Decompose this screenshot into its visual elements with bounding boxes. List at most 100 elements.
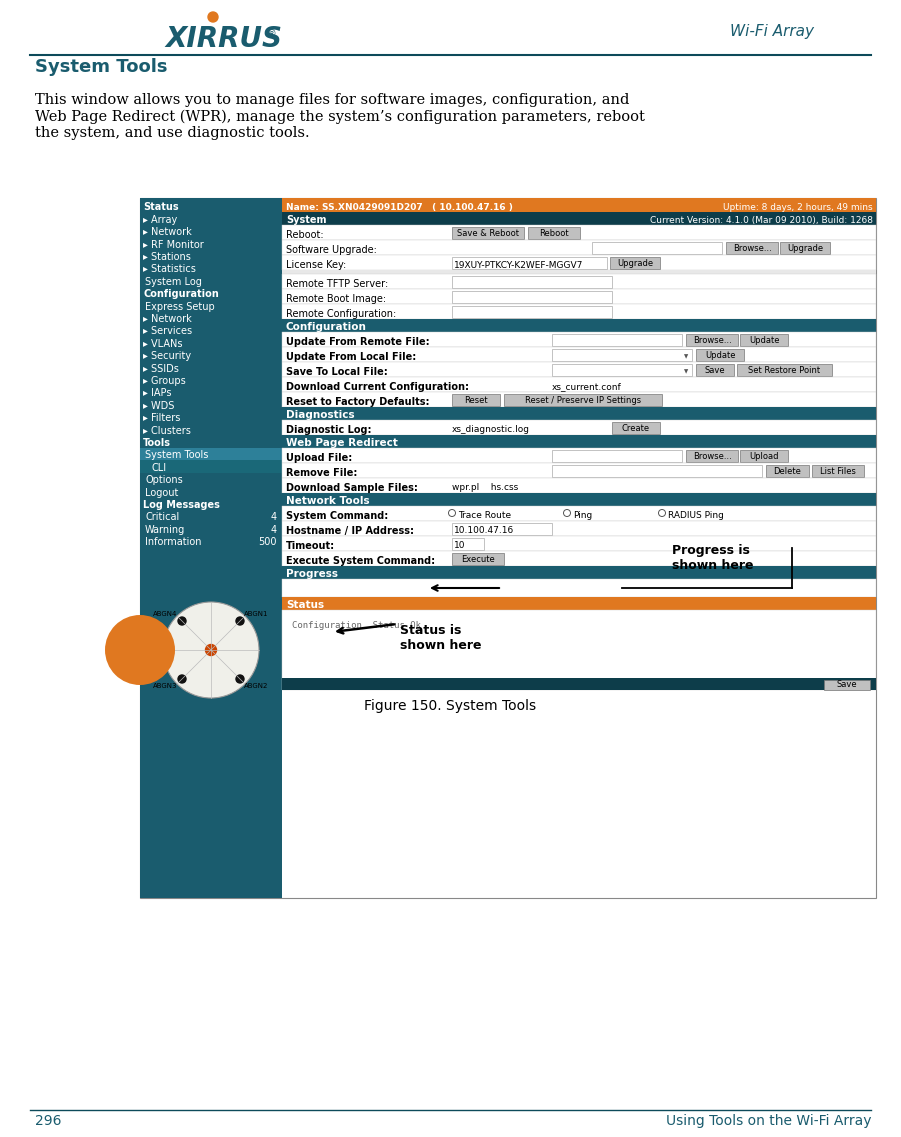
- Bar: [282, 478, 876, 493]
- Bar: [528, 227, 580, 239]
- Text: ▸ Groups: ▸ Groups: [143, 376, 186, 385]
- Text: Remote TFTP Server:: Remote TFTP Server:: [286, 279, 388, 289]
- Bar: [726, 242, 778, 254]
- Text: 19XUY-PTKCY-K2WEF-MGGV7: 19XUY-PTKCY-K2WEF-MGGV7: [454, 262, 583, 269]
- Bar: [140, 287, 282, 299]
- Text: ABGN1: ABGN1: [244, 611, 268, 616]
- Text: RADIUS Ping: RADIUS Ping: [668, 511, 724, 520]
- Bar: [282, 597, 876, 609]
- Text: Upgrade: Upgrade: [617, 259, 653, 268]
- Text: Current Version: 4.1.0 (Mar 09 2010), Build: 1268: Current Version: 4.1.0 (Mar 09 2010), Bu…: [650, 216, 873, 225]
- Bar: [552, 349, 692, 362]
- Text: Download Current Configuration:: Download Current Configuration:: [286, 382, 469, 392]
- Bar: [452, 553, 504, 565]
- Text: Name: SS.XN0429091D207   ( 10.100.47.16 ): Name: SS.XN0429091D207 ( 10.100.47.16 ): [286, 204, 513, 211]
- Bar: [140, 198, 282, 898]
- Circle shape: [208, 13, 218, 22]
- Text: ABGN3: ABGN3: [153, 683, 177, 689]
- Text: XIRRUS: XIRRUS: [165, 25, 282, 53]
- Bar: [452, 276, 612, 288]
- Bar: [140, 460, 282, 473]
- Text: System Tools: System Tools: [145, 450, 208, 460]
- Circle shape: [449, 509, 456, 516]
- Bar: [282, 289, 876, 304]
- Bar: [686, 450, 738, 462]
- Text: Status: Status: [286, 600, 324, 609]
- Text: Download Sample Files:: Download Sample Files:: [286, 483, 418, 493]
- Text: Information: Information: [145, 537, 202, 547]
- Text: Upload File:: Upload File:: [286, 453, 352, 463]
- Bar: [686, 334, 738, 346]
- Text: ▸ Stations: ▸ Stations: [143, 252, 191, 262]
- Bar: [140, 200, 282, 213]
- Text: Reboot:: Reboot:: [286, 230, 323, 240]
- Text: Timeout:: Timeout:: [286, 541, 335, 551]
- Text: System: System: [286, 215, 326, 225]
- Text: ▸ Security: ▸ Security: [143, 351, 191, 362]
- Text: List Files: List Files: [820, 467, 856, 476]
- Text: Execute: Execute: [461, 555, 495, 564]
- Text: Update: Update: [749, 337, 779, 345]
- Text: Express Setup: Express Setup: [145, 301, 214, 312]
- Text: Progress: Progress: [286, 568, 338, 579]
- Text: Figure 150. System Tools: Figure 150. System Tools: [364, 699, 536, 713]
- Text: Progress is
shown here: Progress is shown here: [672, 543, 753, 572]
- Bar: [282, 506, 876, 521]
- Text: ▸ Clusters: ▸ Clusters: [143, 425, 191, 435]
- Text: ▸ Statistics: ▸ Statistics: [143, 265, 196, 274]
- Text: Warning: Warning: [145, 525, 186, 534]
- Text: Update: Update: [705, 351, 735, 360]
- Text: Execute System Command:: Execute System Command:: [286, 556, 435, 566]
- Circle shape: [563, 509, 570, 516]
- Bar: [812, 465, 864, 478]
- Text: Reset: Reset: [464, 396, 487, 405]
- Text: 10.100.47.16: 10.100.47.16: [454, 526, 514, 536]
- Text: Wi-Fi Array: Wi-Fi Array: [730, 24, 814, 39]
- Bar: [737, 364, 832, 376]
- Bar: [140, 448, 282, 460]
- Bar: [452, 306, 612, 318]
- Text: System Log: System Log: [145, 276, 202, 287]
- Bar: [740, 334, 788, 346]
- Circle shape: [236, 675, 244, 683]
- Text: Configuration: Configuration: [143, 289, 219, 299]
- Bar: [282, 392, 876, 407]
- Text: Update From Local File:: Update From Local File:: [286, 352, 416, 362]
- Circle shape: [659, 509, 666, 516]
- Circle shape: [236, 617, 244, 625]
- Bar: [140, 198, 876, 898]
- Text: ®: ®: [267, 30, 277, 39]
- Text: ▸ Services: ▸ Services: [143, 326, 192, 337]
- Bar: [282, 319, 876, 332]
- Text: License Key:: License Key:: [286, 260, 346, 269]
- Text: Trace Route: Trace Route: [458, 511, 511, 520]
- Bar: [282, 678, 876, 690]
- Text: ▸ SSIDs: ▸ SSIDs: [143, 364, 179, 374]
- Bar: [452, 227, 524, 239]
- Text: 4: 4: [271, 513, 277, 522]
- Text: ▸ Network: ▸ Network: [143, 227, 192, 238]
- Text: Save & Reboot: Save & Reboot: [457, 229, 519, 238]
- Circle shape: [105, 615, 175, 684]
- Text: System Tools: System Tools: [35, 58, 168, 76]
- Text: Update From Remote File:: Update From Remote File:: [286, 337, 430, 347]
- Bar: [282, 240, 876, 255]
- Bar: [282, 304, 876, 319]
- Text: ABGN4: ABGN4: [153, 611, 177, 616]
- Text: System Command:: System Command:: [286, 511, 388, 521]
- Bar: [282, 420, 876, 435]
- Text: Web Page Redirect: Web Page Redirect: [286, 438, 398, 448]
- Bar: [140, 435, 282, 448]
- Text: Save To Local File:: Save To Local File:: [286, 367, 387, 377]
- Bar: [452, 395, 500, 406]
- Text: ▸ Filters: ▸ Filters: [143, 413, 180, 423]
- Bar: [282, 362, 876, 377]
- Text: Diagnostics: Diagnostics: [286, 410, 355, 420]
- Bar: [282, 521, 876, 536]
- Text: Reset to Factory Defaults:: Reset to Factory Defaults:: [286, 397, 430, 407]
- Bar: [282, 579, 876, 597]
- Text: Browse...: Browse...: [733, 244, 771, 254]
- Text: Ping: Ping: [573, 511, 592, 520]
- Text: Options: Options: [145, 475, 183, 485]
- Text: Remove File:: Remove File:: [286, 468, 358, 478]
